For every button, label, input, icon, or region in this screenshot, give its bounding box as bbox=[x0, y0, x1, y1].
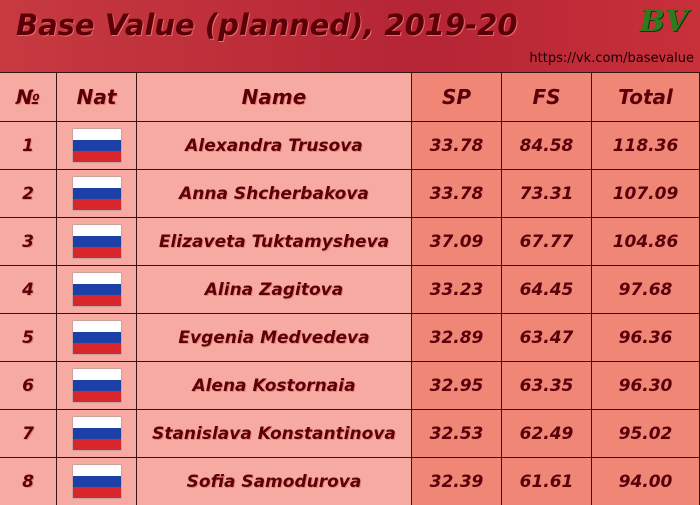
flag bbox=[72, 369, 121, 402]
table-cell: Alina Zagitova bbox=[137, 265, 412, 313]
logo: BV bbox=[639, 4, 688, 39]
flag-stripe bbox=[72, 247, 121, 258]
table-cell: Sofia Samodurova bbox=[137, 457, 412, 505]
flag-stripe bbox=[72, 129, 121, 140]
table-cell: 2 bbox=[0, 169, 57, 217]
table-cell: 107.09 bbox=[592, 169, 700, 217]
table-cell: 63.35 bbox=[502, 361, 592, 409]
flag-stripe bbox=[72, 343, 121, 354]
flag-stripe bbox=[72, 199, 121, 210]
flag-stripe bbox=[72, 177, 121, 188]
flag-stripe bbox=[72, 380, 121, 391]
table-cell: 104.86 bbox=[592, 217, 700, 265]
table-cell: Elizaveta Tuktamysheva bbox=[137, 217, 412, 265]
flag-stripe bbox=[72, 391, 121, 402]
table-cell: 5 bbox=[0, 313, 57, 361]
table-cell: 3 bbox=[0, 217, 57, 265]
table-cell: 1 bbox=[0, 121, 57, 169]
column-header: FS bbox=[502, 72, 592, 121]
column-header: Total bbox=[592, 72, 700, 121]
flag bbox=[72, 225, 121, 258]
table-cell: 6 bbox=[0, 361, 57, 409]
table-cell: 67.77 bbox=[502, 217, 592, 265]
table-cell: 4 bbox=[0, 265, 57, 313]
flag-stripe bbox=[72, 428, 121, 439]
flag-cell bbox=[57, 217, 137, 265]
column-header: № bbox=[0, 72, 57, 121]
table-cell: 32.39 bbox=[412, 457, 502, 505]
title: Base Value (planned), 2019-20 bbox=[16, 8, 518, 42]
table-cell: 94.00 bbox=[592, 457, 700, 505]
table-cell: 84.58 bbox=[502, 121, 592, 169]
table-cell: 7 bbox=[0, 409, 57, 457]
flag-stripe bbox=[72, 465, 121, 476]
flag-stripe bbox=[72, 295, 121, 306]
table-cell: Alexandra Trusova bbox=[137, 121, 412, 169]
table-cell: 118.36 bbox=[592, 121, 700, 169]
flag-cell bbox=[57, 121, 137, 169]
table-cell: 61.61 bbox=[502, 457, 592, 505]
flag-stripe bbox=[72, 487, 121, 498]
flag-stripe bbox=[72, 151, 121, 162]
table-cell: 32.89 bbox=[412, 313, 502, 361]
column-header: Name bbox=[137, 72, 412, 121]
table-cell: 95.02 bbox=[592, 409, 700, 457]
table-cell: 37.09 bbox=[412, 217, 502, 265]
flag-cell bbox=[57, 409, 137, 457]
url: https://vk.com/basevalue bbox=[529, 51, 694, 66]
table-cell: 32.95 bbox=[412, 361, 502, 409]
flag bbox=[72, 321, 121, 354]
column-header: Nat bbox=[57, 72, 137, 121]
table-cell: 32.53 bbox=[412, 409, 502, 457]
flag-stripe bbox=[72, 140, 121, 151]
column-header: SP bbox=[412, 72, 502, 121]
flag-cell bbox=[57, 457, 137, 505]
table-cell: 96.30 bbox=[592, 361, 700, 409]
flag bbox=[72, 177, 121, 210]
flag bbox=[72, 417, 121, 450]
flag-stripe bbox=[72, 188, 121, 199]
table-cell: Alena Kostornaia bbox=[137, 361, 412, 409]
flag-stripe bbox=[72, 476, 121, 487]
table-cell: 62.49 bbox=[502, 409, 592, 457]
flag-cell bbox=[57, 265, 137, 313]
table-cell: 64.45 bbox=[502, 265, 592, 313]
table-cell: 33.78 bbox=[412, 121, 502, 169]
table-cell: 63.47 bbox=[502, 313, 592, 361]
table-cell: 97.68 bbox=[592, 265, 700, 313]
table-cell: Anna Shcherbakova bbox=[137, 169, 412, 217]
flag-stripe bbox=[72, 332, 121, 343]
flag-stripe bbox=[72, 417, 121, 428]
flag bbox=[72, 465, 121, 498]
table-cell: 33.23 bbox=[412, 265, 502, 313]
flag-cell bbox=[57, 313, 137, 361]
table-cell: 96.36 bbox=[592, 313, 700, 361]
flag bbox=[72, 273, 121, 306]
table-cell: 33.78 bbox=[412, 169, 502, 217]
flag-stripe bbox=[72, 284, 121, 295]
table-cell: Stanislava Konstantinova bbox=[137, 409, 412, 457]
table-cell: Evgenia Medvedeva bbox=[137, 313, 412, 361]
flag-stripe bbox=[72, 273, 121, 284]
flag-stripe bbox=[72, 225, 121, 236]
header: Base Value (planned), 2019-20 BV https:/… bbox=[0, 0, 700, 72]
flag-stripe bbox=[72, 321, 121, 332]
flag-cell bbox=[57, 169, 137, 217]
flag-cell bbox=[57, 361, 137, 409]
table-cell: 8 bbox=[0, 457, 57, 505]
table-cell: 73.31 bbox=[502, 169, 592, 217]
flag bbox=[72, 129, 121, 162]
flag-stripe bbox=[72, 369, 121, 380]
flag-stripe bbox=[72, 439, 121, 450]
flag-stripe bbox=[72, 236, 121, 247]
